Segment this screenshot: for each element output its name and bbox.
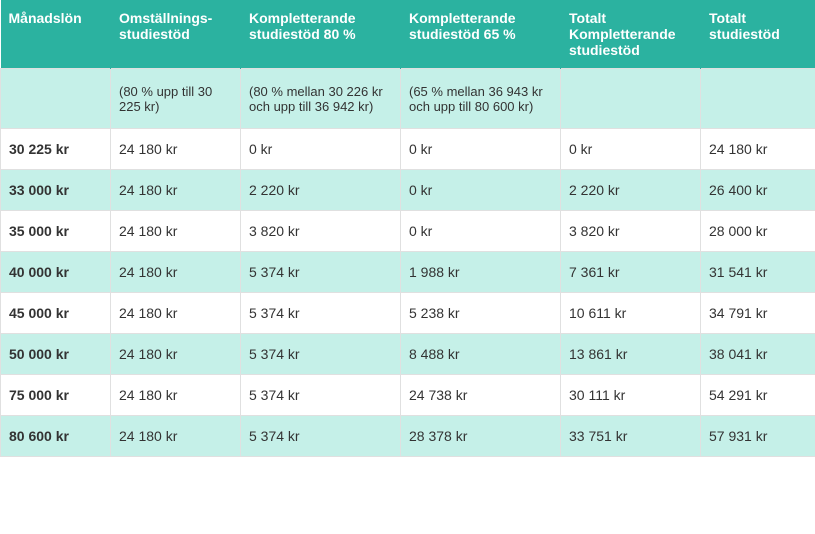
data-cell: 5 374 kr [241,334,401,375]
data-cell: 0 kr [561,129,701,170]
data-cell: 24 180 kr [111,170,241,211]
data-cell: 0 kr [401,211,561,252]
salary-cell: 45 000 kr [1,293,111,334]
info-cell [1,69,111,129]
data-cell: 0 kr [401,170,561,211]
data-cell: 24 180 kr [111,293,241,334]
studiestod-table: Månadslön Omställnings-studiestöd Komple… [0,0,815,457]
data-cell: 2 220 kr [241,170,401,211]
info-row: (80 % upp till 30 225 kr) (80 % mellan 3… [1,69,815,129]
salary-cell: 40 000 kr [1,252,111,293]
salary-cell: 30 225 kr [1,129,111,170]
salary-cell: 80 600 kr [1,416,111,457]
info-cell: (80 % mellan 30 226 kr och upp till 36 9… [241,69,401,129]
col-header-totalt: Totalt studiestöd [701,0,815,69]
salary-cell: 33 000 kr [1,170,111,211]
data-cell: 0 kr [241,129,401,170]
data-cell: 7 361 kr [561,252,701,293]
table-row: 75 000 kr 24 180 kr 5 374 kr 24 738 kr 3… [1,375,815,416]
data-cell: 33 751 kr [561,416,701,457]
col-header-totalt-komp: Totalt Kompletterande studiestöd [561,0,701,69]
data-cell: 38 041 kr [701,334,815,375]
data-cell: 5 374 kr [241,416,401,457]
data-cell: 24 180 kr [111,416,241,457]
data-cell: 24 180 kr [701,129,815,170]
table-row: 45 000 kr 24 180 kr 5 374 kr 5 238 kr 10… [1,293,815,334]
data-cell: 24 180 kr [111,375,241,416]
table-body: (80 % upp till 30 225 kr) (80 % mellan 3… [1,69,815,457]
salary-cell: 50 000 kr [1,334,111,375]
data-cell: 24 180 kr [111,129,241,170]
col-header-omstallning: Omställnings-studiestöd [111,0,241,69]
data-cell: 5 374 kr [241,375,401,416]
col-header-komp80: Kompletterande studiestöd 80 % [241,0,401,69]
data-cell: 57 931 kr [701,416,815,457]
data-cell: 0 kr [401,129,561,170]
data-cell: 24 180 kr [111,334,241,375]
data-cell: 26 400 kr [701,170,815,211]
data-cell: 28 000 kr [701,211,815,252]
data-cell: 30 111 kr [561,375,701,416]
table-row: 80 600 kr 24 180 kr 5 374 kr 28 378 kr 3… [1,416,815,457]
data-cell: 8 488 kr [401,334,561,375]
col-header-komp65: Kompletterande studiestöd 65 % [401,0,561,69]
info-cell [701,69,815,129]
table-row: 35 000 kr 24 180 kr 3 820 kr 0 kr 3 820 … [1,211,815,252]
table-row: 30 225 kr 24 180 kr 0 kr 0 kr 0 kr 24 18… [1,129,815,170]
table-row: 50 000 kr 24 180 kr 5 374 kr 8 488 kr 13… [1,334,815,375]
data-cell: 5 374 kr [241,252,401,293]
table-row: 33 000 kr 24 180 kr 2 220 kr 0 kr 2 220 … [1,170,815,211]
data-cell: 5 238 kr [401,293,561,334]
data-cell: 3 820 kr [561,211,701,252]
data-cell: 34 791 kr [701,293,815,334]
salary-cell: 75 000 kr [1,375,111,416]
header-row: Månadslön Omställnings-studiestöd Komple… [1,0,815,69]
data-cell: 54 291 kr [701,375,815,416]
data-cell: 24 180 kr [111,211,241,252]
table-row: 40 000 kr 24 180 kr 5 374 kr 1 988 kr 7 … [1,252,815,293]
col-header-manadslon: Månadslön [1,0,111,69]
info-cell: (65 % mellan 36 943 kr och upp till 80 6… [401,69,561,129]
data-cell: 2 220 kr [561,170,701,211]
data-cell: 24 180 kr [111,252,241,293]
info-cell [561,69,701,129]
data-cell: 3 820 kr [241,211,401,252]
data-cell: 31 541 kr [701,252,815,293]
data-cell: 5 374 kr [241,293,401,334]
data-cell: 1 988 kr [401,252,561,293]
data-cell: 24 738 kr [401,375,561,416]
salary-cell: 35 000 kr [1,211,111,252]
data-cell: 13 861 kr [561,334,701,375]
data-cell: 10 611 kr [561,293,701,334]
info-cell: (80 % upp till 30 225 kr) [111,69,241,129]
data-cell: 28 378 kr [401,416,561,457]
